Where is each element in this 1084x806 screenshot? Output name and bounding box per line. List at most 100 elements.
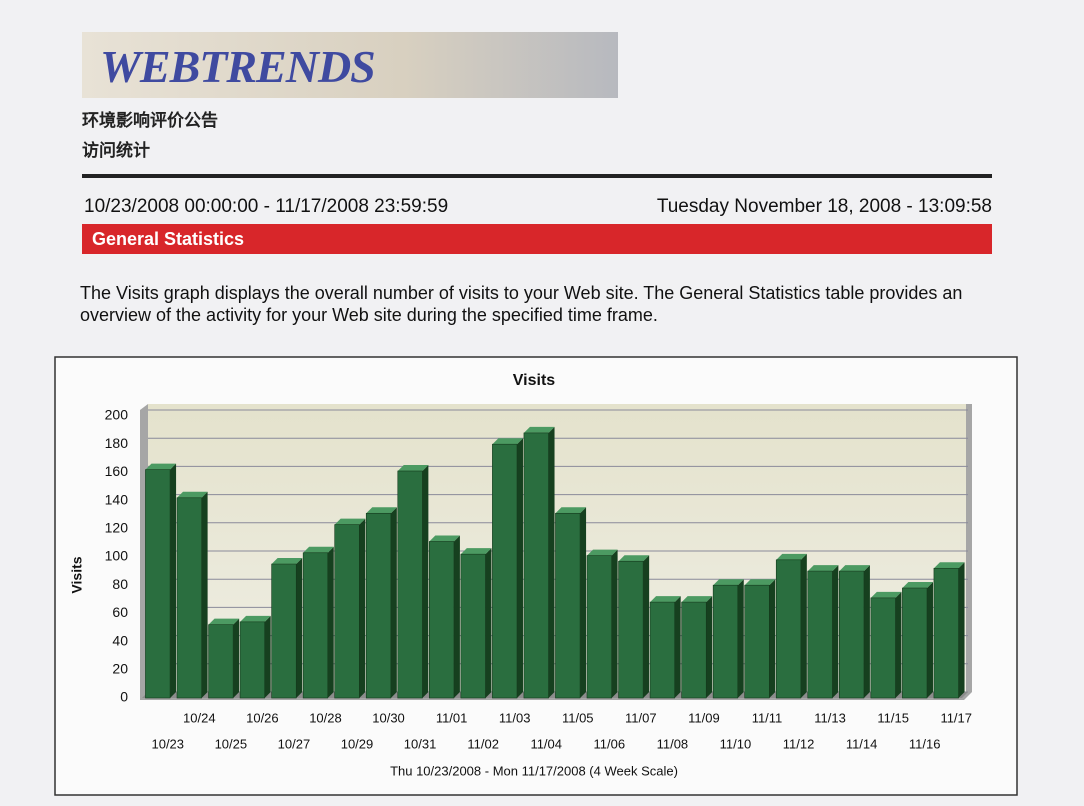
bar	[460, 553, 486, 699]
bar	[933, 567, 959, 699]
x-tick-label: 11/17	[940, 710, 972, 725]
bar	[176, 497, 202, 699]
generated-date: Tuesday November 18, 2008 - 13:09:58	[656, 196, 992, 217]
x-tick-label: 10/26	[246, 710, 279, 725]
x-tick-label: 10/24	[183, 710, 216, 725]
y-axis-title: Visits	[69, 556, 85, 593]
bar-side	[296, 558, 303, 698]
x-tick-label: 10/25	[215, 736, 248, 751]
bar-side	[800, 553, 807, 698]
bar-side	[611, 549, 618, 698]
bar	[839, 570, 865, 699]
bar-side	[233, 618, 240, 698]
bar-top	[618, 555, 650, 562]
description: The Visits graph displays the overall nu…	[80, 283, 963, 325]
bar	[618, 560, 644, 699]
bar-side	[485, 548, 492, 698]
x-tick-label: 11/14	[846, 736, 878, 751]
bar-side	[548, 426, 555, 698]
bar-top	[681, 596, 713, 603]
x-tick-label: 11/13	[814, 710, 846, 725]
bar-top	[460, 548, 492, 555]
y-tick-label: 200	[105, 407, 129, 423]
x-tick-label: 10/27	[278, 736, 311, 751]
bar	[870, 597, 896, 699]
bar-top	[587, 549, 618, 556]
site-name: 环境影响评价公告	[82, 111, 218, 131]
bar	[902, 587, 928, 699]
bar-top	[429, 535, 460, 542]
bar-side	[580, 507, 587, 698]
bar-side	[170, 463, 177, 698]
y-tick-label: 20	[112, 661, 128, 677]
x-tick-label: 10/28	[309, 710, 342, 725]
bar-top	[902, 582, 933, 589]
bar-side	[926, 582, 933, 698]
y-tick-label: 100	[105, 548, 129, 564]
bar	[649, 601, 675, 699]
x-tick-label: 11/09	[688, 710, 720, 725]
bar	[586, 555, 612, 699]
bar	[712, 584, 739, 699]
bar	[334, 524, 360, 699]
logo: WEBTRENDS	[82, 32, 618, 98]
bar	[302, 552, 329, 699]
bar-side	[359, 518, 366, 698]
x-tick-label: 11/12	[783, 736, 815, 751]
section-bar: General Statistics	[82, 224, 992, 254]
bar-top	[744, 579, 776, 586]
x-tick-label: 11/10	[720, 736, 752, 751]
bar-side	[706, 596, 713, 698]
report-name: 访问统计	[82, 141, 150, 161]
bar-top	[240, 615, 271, 622]
bar-top	[303, 546, 334, 553]
bar-top	[177, 491, 208, 498]
bar-side	[643, 555, 650, 698]
bar-side	[832, 565, 839, 698]
bar-side	[958, 562, 965, 698]
x-tick-label: 11/16	[909, 736, 941, 751]
x-tick-label: 10/30	[372, 710, 405, 725]
bar-side	[895, 591, 902, 698]
chart-title: Visits	[513, 372, 556, 389]
y-tick-label: 140	[105, 491, 129, 507]
y-tick-label: 0	[120, 689, 128, 705]
bar	[271, 563, 297, 699]
x-tick-label: 10/31	[404, 736, 437, 751]
x-tick-label: 11/11	[752, 710, 783, 725]
bar	[523, 432, 549, 699]
x-tick-label: 11/05	[562, 710, 594, 725]
bar-top	[523, 426, 555, 433]
bar-side	[201, 491, 208, 698]
x-tick-label: 11/03	[499, 710, 531, 725]
rule	[82, 174, 992, 178]
bar-top	[650, 596, 681, 603]
bar-side	[863, 565, 870, 698]
x-tick-label: 11/07	[625, 710, 657, 725]
bar-side	[674, 596, 681, 698]
bar-top	[397, 464, 429, 471]
bar-side	[422, 464, 429, 698]
bar	[239, 621, 265, 699]
bar-top	[366, 507, 397, 514]
bar-top	[933, 562, 965, 569]
x-tick-label: 11/04	[530, 736, 562, 751]
x-tick-label: 11/08	[657, 736, 689, 751]
y-tick-label: 180	[105, 435, 129, 451]
bar	[807, 570, 833, 699]
bar-top	[145, 463, 177, 470]
y-tick-label: 80	[112, 576, 128, 592]
bar	[365, 512, 392, 699]
bar-top	[870, 591, 902, 598]
bar	[775, 559, 802, 699]
bar-side	[390, 507, 397, 698]
date-range: 10/23/2008 00:00:00 - 11/17/2008 23:59:5…	[84, 196, 449, 217]
bar	[555, 512, 581, 699]
bar-top	[807, 565, 839, 572]
bar	[492, 443, 518, 699]
bar	[145, 469, 171, 699]
y-tick-label: 40	[112, 632, 128, 648]
x-tick-label: 11/02	[467, 736, 499, 751]
bar-top	[555, 507, 587, 514]
